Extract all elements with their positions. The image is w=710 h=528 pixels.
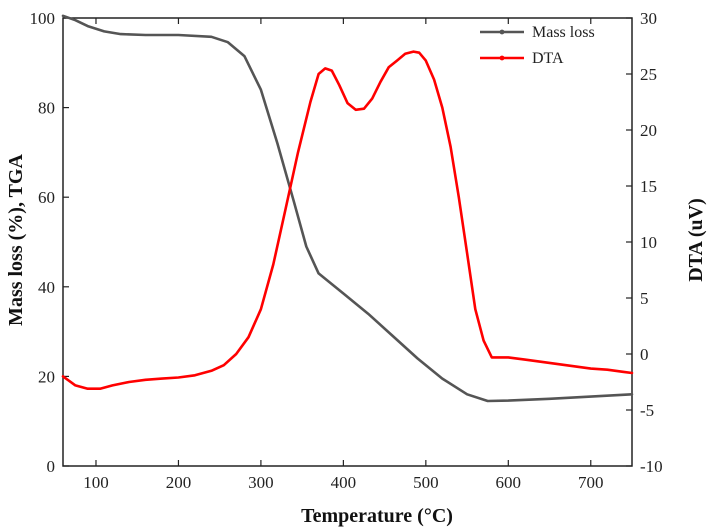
left-y-axis: 0 20 40 60 80 100	[30, 9, 69, 476]
right-y-tick-label: 10	[640, 233, 657, 252]
series-line-dta	[61, 50, 634, 391]
x-tick-label: 200	[166, 473, 192, 492]
right-y-tick-label: 20	[640, 121, 657, 140]
right-y-tick-label: 5	[640, 289, 649, 308]
left-y-tick-label: 0	[47, 457, 56, 476]
legend-label: Mass loss	[532, 24, 595, 41]
legend-label: DTA	[532, 50, 564, 67]
left-y-axis-title: Mass loss (%), TGA	[5, 154, 27, 326]
series-layer	[61, 14, 634, 403]
left-y-tick-label: 80	[38, 99, 55, 118]
x-tick-label: 100	[83, 473, 109, 492]
legend-marker	[499, 29, 505, 35]
left-y-tick-label: 100	[30, 9, 56, 28]
x-tick-label: 700	[578, 473, 604, 492]
right-y-axis: -10 -5 0 5 10 15 20 25 30	[626, 9, 663, 476]
right-y-axis-title: DTA (uV)	[685, 198, 707, 282]
x-tick-label: 500	[413, 473, 439, 492]
legend: Mass loss DTA	[480, 24, 595, 67]
x-axis: 100 200 300 400 500 600 700	[83, 18, 604, 492]
x-tick-label: 600	[496, 473, 522, 492]
right-y-tick-label: 30	[640, 9, 657, 28]
x-tick-label: 400	[331, 473, 357, 492]
left-y-tick-label: 60	[38, 188, 55, 207]
left-y-tick-label: 20	[38, 367, 55, 386]
right-y-tick-label: -10	[640, 457, 663, 476]
right-y-tick-label: 0	[640, 345, 649, 364]
right-y-tick-label: 25	[640, 65, 657, 84]
x-axis-title: Temperature (°C)	[301, 505, 453, 527]
left-y-tick-label: 40	[38, 278, 55, 297]
x-tick-label: 300	[248, 473, 274, 492]
legend-marker	[499, 55, 505, 61]
series-line-mass-loss	[61, 14, 634, 403]
right-y-tick-label: 15	[640, 177, 657, 196]
right-y-tick-label: -5	[640, 401, 654, 420]
